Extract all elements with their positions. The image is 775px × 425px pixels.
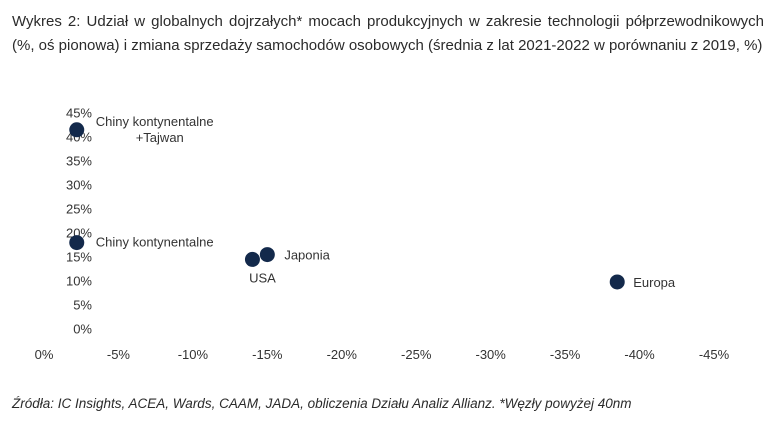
x-tick-label: -10%: [178, 347, 209, 362]
data-point: [259, 247, 275, 263]
y-tick-label: 5%: [73, 298, 92, 313]
data-point-label: Europa: [633, 275, 676, 290]
x-tick-label: -25%: [401, 347, 432, 362]
x-axis-ticks: 0% -5% -10% -15% -20% -25% -30% -35% -40% -45%: [35, 347, 730, 362]
data-point-label: +Tajwan: [136, 130, 184, 145]
x-tick-label: -40%: [624, 347, 655, 362]
data-point: [69, 235, 85, 251]
data-point-label: USA: [249, 270, 276, 285]
chart-source-note: Źródła: IC Insights, ACEA, Wards, CAAM, …: [12, 396, 632, 411]
y-tick-label: 30%: [66, 178, 92, 193]
y-tick-label: 0%: [73, 322, 92, 337]
data-points: [69, 122, 625, 290]
x-tick-label: 0%: [35, 347, 54, 362]
y-axis-ticks: 0%5%10%15%20%25%30%35%40%45%: [66, 106, 92, 337]
data-point: [609, 274, 625, 290]
x-tick-label: -20%: [327, 347, 358, 362]
x-tick-label: -35%: [550, 347, 581, 362]
data-point-label: Japonia: [284, 248, 330, 263]
data-point-label: Chiny kontynentalne: [96, 114, 214, 129]
x-tick-label: -5%: [107, 347, 131, 362]
x-tick-label: -15%: [252, 347, 283, 362]
data-point: [244, 251, 260, 267]
chart-title: Wykres 2: Udział w globalnych dojrzałych…: [12, 13, 764, 54]
y-tick-label: 10%: [66, 274, 92, 289]
x-tick-label: -30%: [475, 347, 506, 362]
y-tick-label: 35%: [66, 154, 92, 169]
x-tick-label: -45%: [699, 347, 730, 362]
y-tick-label: 45%: [66, 106, 92, 121]
y-tick-label: 15%: [66, 250, 92, 265]
data-point: [69, 122, 85, 138]
y-tick-label: 25%: [66, 202, 92, 217]
data-point-label: Chiny kontynentalne: [96, 235, 214, 250]
